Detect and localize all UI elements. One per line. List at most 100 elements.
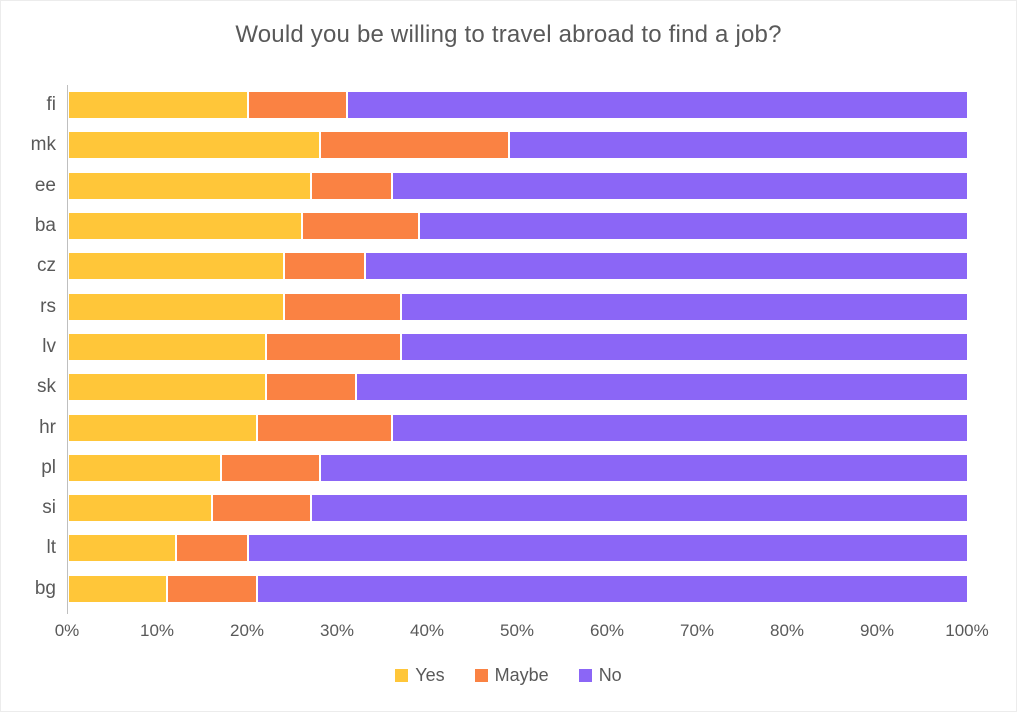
bar-segment-yes	[68, 574, 167, 603]
stacked-bar	[68, 494, 968, 523]
x-axis-tick-label: 70%	[679, 621, 715, 640]
stacked-bar	[68, 574, 968, 603]
bar-segment-maybe	[248, 91, 347, 120]
bar-segment-yes	[68, 131, 320, 160]
y-axis-label: lv	[42, 335, 56, 357]
bar-segment-yes	[68, 252, 284, 281]
bar-segment-maybe	[266, 332, 401, 361]
x-axis: 0% 10% 20% 30% 40% 50% 60% 70% 80% 90% 100%	[55, 621, 989, 641]
bar-row: hr	[39, 407, 968, 447]
bar-row: pl	[41, 448, 968, 488]
y-axis-label: hr	[39, 416, 56, 438]
bar-row: ba	[35, 206, 968, 246]
bar-row: lv	[42, 327, 968, 367]
bar-row: bg	[35, 569, 968, 609]
stacked-bar	[68, 171, 968, 200]
bar-segment-no	[347, 91, 968, 120]
stacked-bar	[68, 131, 968, 160]
x-axis-tick-label: 80%	[769, 621, 805, 640]
legend-label-yes: Yes	[415, 665, 445, 685]
bar-segment-no	[356, 373, 968, 402]
y-axis-label: rs	[40, 295, 56, 317]
chart-title: Would you be willing to travel abroad to…	[235, 21, 782, 48]
bar-segment-no	[311, 494, 968, 523]
bar-row: si	[42, 488, 968, 528]
bar-row: fi	[47, 85, 968, 125]
y-axis-label: ee	[34, 174, 56, 196]
bar-segment-yes	[68, 292, 284, 321]
x-axis-tick-label: 40%	[409, 621, 445, 640]
x-axis-tick-label: 90%	[859, 621, 895, 640]
bar-segment-no	[509, 131, 968, 160]
x-axis-tick-label: 100%	[945, 621, 989, 640]
bar-segment-yes	[68, 91, 248, 120]
x-axis-tick-label: 20%	[229, 621, 265, 640]
bar-segment-maybe	[257, 413, 392, 442]
bar-segment-yes	[68, 212, 302, 241]
y-axis-label: pl	[41, 456, 56, 478]
bar-segment-yes	[68, 413, 257, 442]
legend-swatch-yes	[395, 669, 409, 682]
bar-row: cz	[37, 246, 968, 286]
legend-item-maybe: Maybe	[474, 665, 549, 686]
bar-segment-yes	[68, 373, 266, 402]
bar-segment-maybe	[221, 453, 320, 482]
y-axis-label: ba	[34, 215, 56, 237]
bar-segment-no	[365, 252, 968, 281]
bar-segment-yes	[68, 332, 266, 361]
y-axis-label: lt	[46, 537, 57, 559]
bar-segment-no	[257, 574, 968, 603]
stacked-bar	[68, 332, 968, 361]
y-axis-label: bg	[34, 577, 56, 599]
bar-segment-no	[401, 332, 968, 361]
x-axis-tick-label: 0%	[54, 621, 80, 640]
bar-segment-yes	[68, 534, 176, 563]
bar-segment-no	[320, 453, 968, 482]
stacked-bar	[68, 212, 968, 241]
bar-segment-maybe	[320, 131, 509, 160]
x-axis-tick-label: 50%	[499, 621, 535, 640]
x-axis-tick-label: 30%	[319, 621, 355, 640]
y-axis-label: sk	[37, 376, 56, 398]
stacked-bar	[68, 413, 968, 442]
bar-row: rs	[40, 286, 968, 326]
bar-segment-maybe	[302, 212, 419, 241]
stacked-bar	[68, 292, 968, 321]
plot-area: fi mk ee ba cz rs lv sk hr pl si lt bg	[31, 85, 968, 609]
bar-row: mk	[31, 125, 968, 165]
bar-row: ee	[35, 166, 968, 206]
legend-label-no: No	[598, 665, 622, 685]
bar-segment-yes	[68, 453, 221, 482]
y-axis-label: cz	[37, 255, 56, 277]
bar-segment-no	[401, 292, 968, 321]
stacked-bar	[68, 373, 968, 402]
legend: Yes Maybe No	[1, 665, 1016, 686]
stacked-bar	[68, 252, 968, 281]
y-axis-label: fi	[46, 94, 57, 116]
bar-row: lt	[47, 528, 968, 568]
legend-label-maybe: Maybe	[494, 665, 549, 685]
bar-segment-no	[419, 212, 968, 241]
bar-segment-no	[392, 413, 968, 442]
bar-row: sk	[37, 367, 968, 407]
stacked-bar	[68, 453, 968, 482]
stacked-bar	[68, 91, 968, 120]
legend-item-yes: Yes	[395, 665, 445, 686]
bar-segment-maybe	[212, 494, 311, 523]
stacked-bar	[68, 534, 968, 563]
bar-segment-yes	[68, 171, 311, 200]
x-axis-tick-label: 10%	[139, 621, 175, 640]
bar-segment-maybe	[284, 252, 365, 281]
bar-segment-maybe	[284, 292, 401, 321]
legend-swatch-no	[578, 669, 592, 682]
legend-item-no: No	[578, 665, 622, 686]
bar-segment-maybe	[167, 574, 257, 603]
bar-segment-maybe	[311, 171, 392, 200]
bar-segment-no	[248, 534, 968, 563]
y-axis-label: mk	[30, 134, 56, 156]
bar-segment-yes	[68, 494, 212, 523]
bar-segment-maybe	[266, 373, 356, 402]
legend-swatch-maybe	[474, 669, 488, 682]
bar-segment-maybe	[176, 534, 248, 563]
